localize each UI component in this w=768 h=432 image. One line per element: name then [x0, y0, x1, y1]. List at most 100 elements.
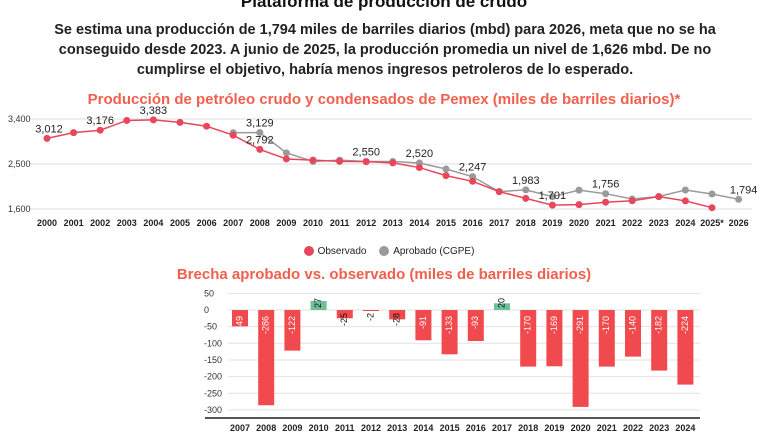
bar: [441, 310, 458, 355]
observed-point: [495, 188, 503, 196]
approved-point: [282, 149, 290, 157]
x-tick-label: 2010: [303, 218, 323, 228]
bar: [520, 310, 537, 367]
y-tick-label: -150: [204, 355, 222, 365]
observed-point: [389, 159, 397, 167]
observed-point: [415, 164, 423, 172]
x-tick-label: 2011: [335, 423, 355, 432]
bar-value-label: -140: [627, 316, 637, 334]
observed-point: [176, 118, 184, 126]
x-tick-label: 2022: [622, 218, 642, 228]
bar-value-label: -2: [365, 313, 375, 321]
x-tick-label: 2005: [170, 218, 190, 228]
line-chart-title: Producción de petróleo crudo y condensad…: [87, 91, 681, 108]
x-tick-label: 2009: [276, 218, 296, 228]
bar: [546, 310, 563, 367]
x-tick-label: 2024: [675, 423, 695, 432]
data-label: 2,550: [352, 147, 380, 159]
approved-legend-label: Aprobado (CGPE): [393, 246, 475, 257]
data-label: 1,983: [512, 175, 540, 187]
x-tick-label: 2020: [571, 423, 591, 432]
x-tick-label: 2020: [569, 218, 589, 228]
x-tick-label: 2001: [64, 218, 84, 228]
bar-value-label: 27: [313, 298, 323, 308]
x-tick-label: 2010: [309, 423, 329, 432]
data-label: 1,794: [730, 184, 758, 196]
x-tick-label: 2015: [436, 218, 456, 228]
y-tick-label: 50: [204, 288, 214, 298]
x-tick-label: 2013: [383, 218, 403, 228]
approved-point: [735, 195, 743, 203]
bar-value-label: -170: [601, 316, 611, 334]
observed-point: [708, 204, 716, 212]
x-tick-label: 2000: [37, 218, 57, 228]
observed-point: [681, 197, 689, 205]
observed-point: [203, 122, 211, 130]
approved-point: [681, 186, 689, 194]
bar-value-label: -169: [549, 316, 559, 334]
bar-value-label: -224: [680, 316, 690, 334]
bar-value-label: -170: [523, 316, 533, 334]
y-tick-label: -250: [204, 388, 222, 398]
legend: Observado Aprobado (CGPE): [0, 246, 768, 257]
observed-point: [336, 157, 344, 165]
bar: [494, 303, 510, 310]
bar-value-label: -133: [444, 316, 454, 334]
x-tick-label: 2021: [596, 218, 616, 228]
y-tick-label: -300: [204, 405, 222, 415]
x-tick-label: 2008: [250, 218, 270, 228]
approved-point: [522, 186, 530, 194]
observed-point: [362, 158, 370, 166]
y-tick-label: 0: [204, 305, 209, 315]
x-tick-label: 2023: [649, 423, 669, 432]
observed-line: [46, 119, 713, 209]
bar: [598, 310, 615, 367]
observed-point: [256, 145, 264, 153]
y-tick-label: 2,500: [8, 159, 31, 169]
observed-point: [442, 172, 450, 180]
approved-point: [575, 186, 583, 194]
bar: [651, 310, 668, 371]
approved-point: [256, 129, 264, 137]
x-tick-label: 2007: [230, 423, 250, 432]
observed-point: [229, 131, 237, 139]
x-tick-label: 2017: [489, 218, 509, 228]
observed-point: [149, 116, 157, 124]
bar: [625, 310, 641, 357]
x-tick-label: 2018: [516, 218, 536, 228]
bar: [467, 310, 484, 341]
x-tick-label: 2012: [356, 218, 376, 228]
y-tick-label: -100: [204, 338, 222, 348]
approved-point: [708, 190, 716, 198]
bar: [258, 310, 275, 406]
x-tick-label: 2025*: [700, 218, 724, 228]
bar-value-label: 20: [496, 298, 506, 308]
bar: [284, 310, 301, 351]
x-tick-label: 2014: [413, 423, 433, 432]
bar-value-label: -91: [418, 316, 428, 329]
data-label: 2,520: [406, 148, 434, 160]
y-tick-label: 3,400: [8, 114, 31, 124]
bar: [232, 310, 248, 327]
x-tick-label: 2017: [492, 423, 512, 432]
x-tick-label: 2024: [675, 218, 695, 228]
x-tick-label: 2023: [649, 218, 669, 228]
observed-point: [123, 116, 131, 124]
bar-value-label: -49: [234, 316, 244, 329]
observed-legend-label: Observado: [317, 246, 367, 257]
bar: [677, 310, 694, 385]
x-tick-label: 2008: [256, 423, 276, 432]
approved-legend-marker: [379, 246, 390, 257]
data-label: 2,247: [459, 162, 487, 174]
observed-point: [70, 129, 78, 137]
observed-point: [522, 194, 530, 202]
y-tick-label: 1,600: [8, 204, 31, 214]
page-title: Plataforma de producción de crudo: [240, 0, 528, 11]
intro-text: Se estima una producción de 1,794 miles …: [54, 22, 716, 78]
x-tick-label: 2021: [597, 423, 617, 432]
observed-point: [282, 155, 290, 163]
bar-chart-title: Brecha aprobado vs. observado (miles de …: [176, 266, 592, 283]
data-label: 2,792: [246, 134, 274, 146]
x-tick-label: 2019: [544, 423, 564, 432]
approved-point: [602, 190, 610, 198]
